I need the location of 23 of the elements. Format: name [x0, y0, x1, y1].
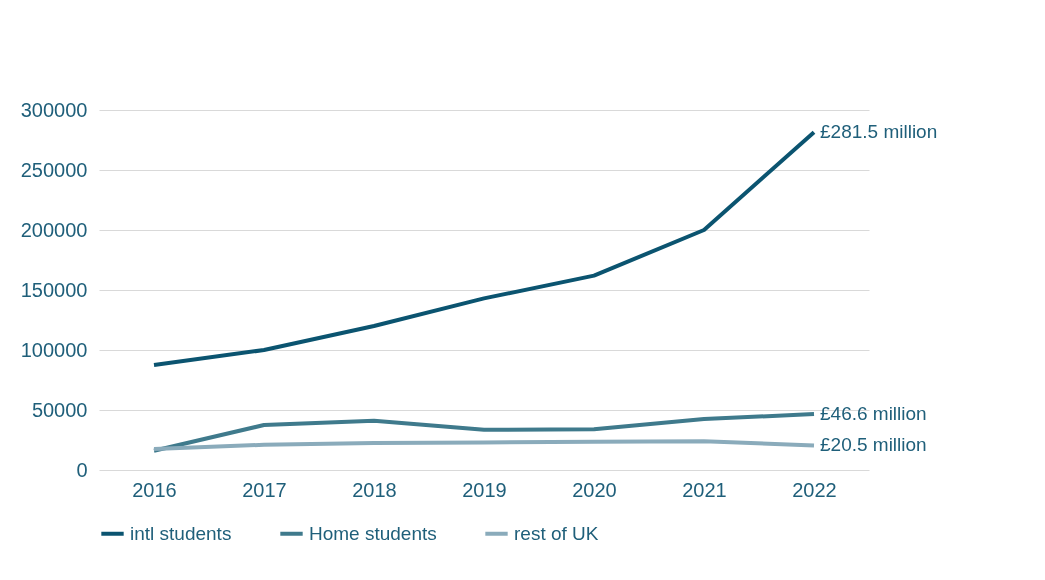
legend-label: intl students: [130, 522, 232, 544]
legend-label: Home students: [309, 522, 437, 544]
x-tick-label: 2016: [132, 478, 177, 501]
annotation: £46.6 million: [820, 403, 927, 425]
x-tick-label: 2017: [242, 478, 287, 501]
y-tick-label: 50000: [31, 398, 88, 421]
y-tick-label: 200000: [20, 218, 88, 241]
legend-label: rest of UK: [514, 522, 599, 544]
y-tick-label: 150000: [20, 278, 88, 301]
y-tick-label: 0: [76, 458, 88, 481]
annotation: £281.5 million: [820, 121, 938, 143]
y-tick-label: 300000: [20, 98, 88, 121]
x-tick-label: 2019: [462, 478, 507, 501]
line-series: [152, 412, 816, 453]
annotation: £20.5 million: [820, 434, 927, 456]
x-tick-label: 2022: [792, 478, 837, 501]
y-tick-label: 100000: [20, 338, 88, 361]
line-series: [152, 439, 816, 451]
x-tick-label: 2021: [682, 478, 727, 501]
line-series: [152, 130, 816, 367]
x-tick-label: 2020: [572, 478, 617, 501]
y-tick-label: 250000: [20, 158, 88, 181]
x-tick-label: 2018: [352, 478, 397, 501]
